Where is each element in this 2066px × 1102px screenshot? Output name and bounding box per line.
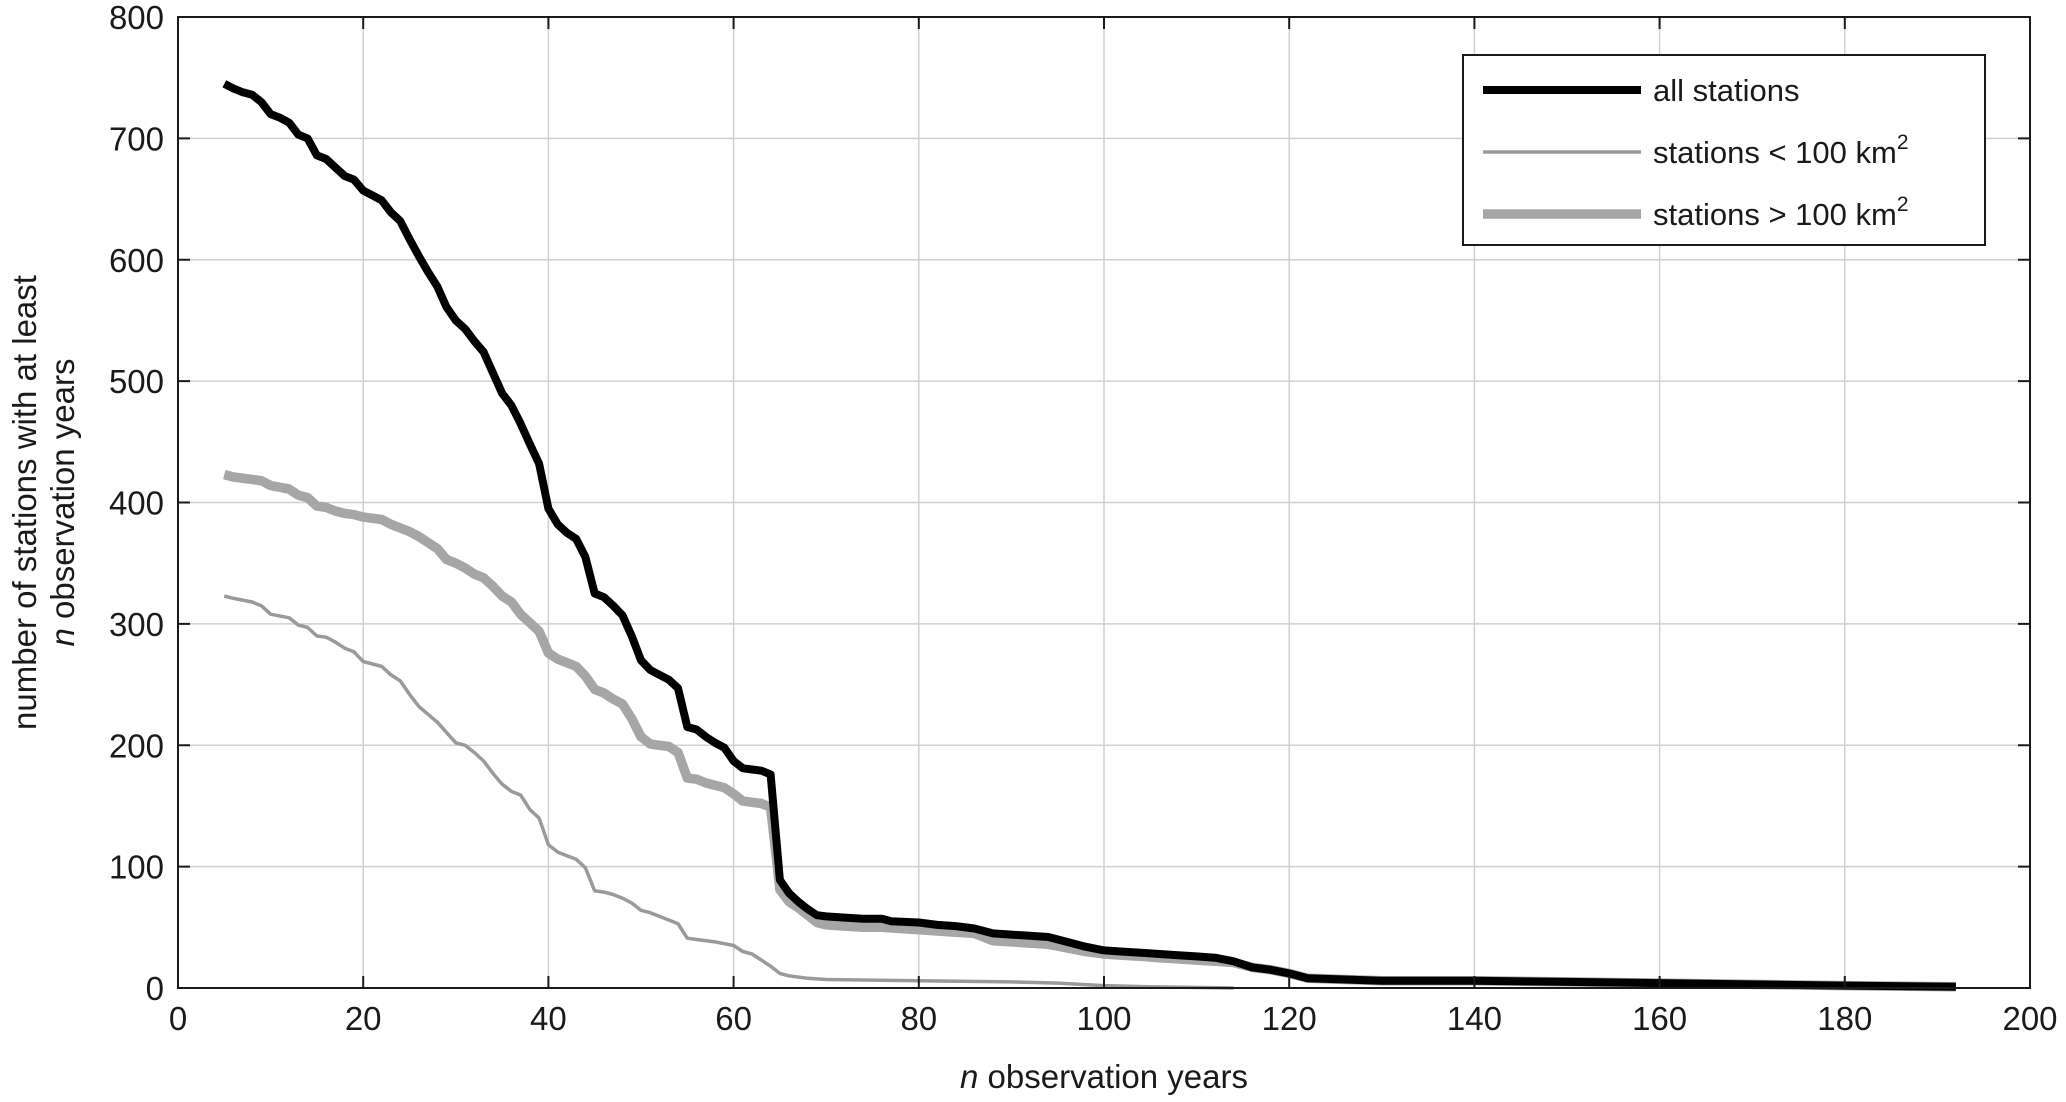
legend-label-1: all stations <box>1653 73 1799 108</box>
series-line-1 <box>222 80 1956 991</box>
y-tick-label: 500 <box>109 363 164 400</box>
legend-label-superscript: 2 <box>1897 193 1909 216</box>
x-tick-label: 120 <box>1262 1000 1317 1037</box>
y-tick-label: 0 <box>146 970 164 1007</box>
x-tick-label: 20 <box>345 1000 382 1037</box>
legend-label-text: all stations <box>1653 73 1799 108</box>
y-tick-label: 600 <box>109 242 164 279</box>
x-axis-label-rest: observation years <box>978 1058 1248 1095</box>
y-tick-label: 200 <box>109 727 164 764</box>
y-axis-label-italic: n <box>44 628 81 646</box>
x-tick-label: 80 <box>900 1000 937 1037</box>
x-tick-label: 180 <box>1817 1000 1872 1037</box>
legend-label-2: stations < 100 km2 <box>1653 131 1909 170</box>
x-tick-label: 100 <box>1076 1000 1131 1037</box>
y-axis-label-rest: observation years <box>44 359 81 629</box>
tick-labels: 0 20 40 60 80 100 120 140 160 180 200 0 100 200 300 400… <box>109 0 2058 1037</box>
legend-label-text: stations < 100 km <box>1653 135 1897 170</box>
axis-ticks <box>177 16 2031 989</box>
y-axis-label: number of stations with at least n obser… <box>6 275 81 730</box>
y-axis-label-line2: n observation years <box>44 359 81 647</box>
x-tick-label: 160 <box>1632 1000 1687 1037</box>
x-axis-label: n observation years <box>960 1058 1248 1095</box>
x-tick-label: 140 <box>1447 1000 1502 1037</box>
legend-label-text: stations > 100 km <box>1653 197 1897 232</box>
x-axis-label-italic: n <box>960 1058 978 1095</box>
y-axis-label-line1: number of stations with at least <box>6 275 43 730</box>
series-line-2 <box>223 594 1234 990</box>
x-tick-label: 0 <box>169 1000 187 1037</box>
x-tick-label: 40 <box>530 1000 567 1037</box>
series-lines <box>222 80 1956 992</box>
y-tick-label: 800 <box>109 0 164 36</box>
legend-label-3: stations > 100 km2 <box>1653 193 1909 232</box>
y-tick-label: 100 <box>109 849 164 886</box>
x-tick-label: 60 <box>715 1000 752 1037</box>
y-tick-label: 700 <box>109 120 164 157</box>
x-tick-label: 200 <box>2002 1000 2057 1037</box>
y-tick-label: 300 <box>109 606 164 643</box>
legend-label-superscript: 2 <box>1897 131 1909 154</box>
y-tick-label: 400 <box>109 485 164 522</box>
